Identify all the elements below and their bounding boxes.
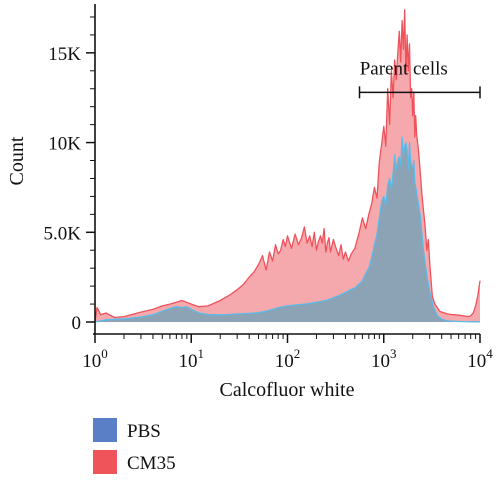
legend-swatch-cm35 <box>93 450 117 474</box>
legend-label-pbs: PBS <box>127 421 161 442</box>
x-tick-label: 101 <box>179 346 205 372</box>
x-tick-label: 103 <box>371 346 397 372</box>
y-axis-title: Count <box>6 136 28 185</box>
series-line-cm35 <box>94 9 481 323</box>
y-tick-label: 0 <box>72 313 82 334</box>
y-tick-label: 10K <box>48 134 81 155</box>
y-tick-label: 5.0K <box>44 223 82 244</box>
plot-area <box>94 9 481 323</box>
x-tick-label: 100 <box>82 346 108 372</box>
x-axis-title: Calcofluor white <box>220 379 355 401</box>
x-tick-label: 104 <box>467 346 493 372</box>
axes: 0 5.0K 10K 15K 100 101 102 103 104 <box>44 4 493 372</box>
legend: PBS CM35 <box>93 418 176 474</box>
x-tick-label: 102 <box>275 346 301 372</box>
gate-group: Parent cells <box>358 58 481 99</box>
series-area-pbs <box>95 137 480 322</box>
legend-label-cm35: CM35 <box>127 453 176 474</box>
legend-swatch-pbs <box>93 418 117 442</box>
series-line-pbs <box>94 136 481 323</box>
gate-label: Parent cells <box>360 58 448 79</box>
y-tick-label: 15K <box>48 44 81 65</box>
